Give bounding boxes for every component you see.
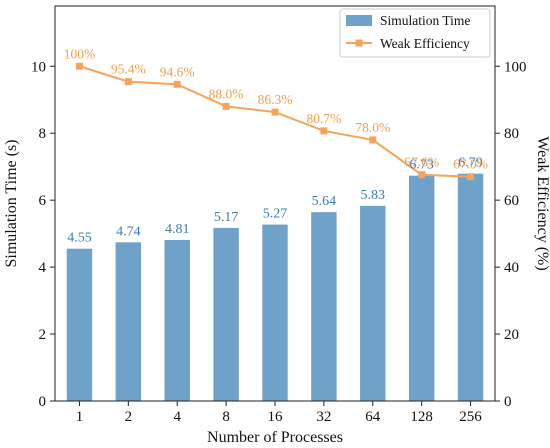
bar-64 [360, 205, 386, 401]
bar-1 [66, 248, 93, 401]
data-labels-layer: 4.55 4.74 4.81 5.17 5.27 5.64 5.83 6.73 6.79 100%… [64, 46, 488, 245]
bar-4 [164, 239, 190, 401]
x-axis-title: Number of Processes [207, 429, 343, 446]
efficiency-value-label-16: 86.3% [258, 92, 293, 107]
bar-128 [408, 175, 435, 401]
bar-value-label-32: 5.64 [312, 194, 337, 209]
y-tick-label-right-80: 80 [504, 126, 519, 142]
efficiency-value-label-8: 88.0% [209, 86, 244, 101]
efficiency-value-label-32: 80.7% [306, 111, 341, 126]
y-tick-label-right-40: 40 [504, 260, 519, 276]
bar-value-label-128: 6.73 [409, 158, 434, 173]
efficiency-marker-2 [124, 78, 132, 86]
bar-value-label-4: 4.81 [165, 222, 190, 237]
legend: Simulation Time Weak Efficiency [339, 8, 491, 58]
legend-box [339, 8, 491, 58]
y-tick-label-left-10: 10 [31, 59, 46, 75]
y-tick-label-right-100: 100 [504, 59, 527, 75]
x-tick-label-1: 1 [76, 409, 84, 425]
legend-label-weak-efficiency: Weak Efficiency [380, 36, 470, 51]
efficiency-value-label-4: 94.6% [160, 64, 195, 79]
bar-value-label-16: 5.27 [263, 207, 288, 222]
bar-value-label-64: 5.83 [361, 188, 386, 203]
bar-8 [213, 227, 239, 401]
y-tick-label-left-2: 2 [39, 327, 47, 343]
bars-layer [66, 173, 484, 401]
y-axis-title-right: Weak Efficiency (%) [534, 136, 550, 270]
x-tick-label-4: 4 [173, 409, 181, 425]
x-tick-label-128: 128 [410, 409, 433, 425]
y-tick-label-left-6: 6 [39, 193, 47, 209]
efficiency-marker-256 [467, 173, 475, 181]
x-tick-label-64: 64 [365, 409, 381, 425]
y-tick-label-right-60: 60 [504, 193, 519, 209]
bar-32 [311, 212, 337, 401]
bar-value-label-8: 5.17 [214, 210, 239, 225]
y-tick-label-left-0: 0 [39, 394, 47, 410]
y-tick-label-left-4: 4 [39, 260, 47, 276]
efficiency-marker-1 [75, 62, 83, 70]
efficiency-marker-32 [320, 127, 328, 135]
efficiency-marker-64 [369, 136, 377, 144]
bar-16 [262, 224, 288, 401]
y-tick-label-right-20: 20 [504, 327, 519, 343]
bar-value-label-256: 6.79 [458, 156, 483, 171]
bar-2 [115, 242, 142, 401]
efficiency-value-label-2: 95.4% [111, 62, 146, 77]
legend-label-simulation-time: Simulation Time [380, 13, 470, 28]
x-tick-label-8: 8 [222, 409, 230, 425]
efficiency-marker-4 [173, 80, 181, 88]
efficiency-marker-128 [418, 171, 426, 179]
efficiency-value-label-64: 78.0% [355, 120, 390, 135]
bar-value-label-1: 4.55 [67, 231, 92, 246]
efficiency-line-layer [75, 62, 475, 181]
efficiency-marker-16 [271, 108, 279, 116]
legend-swatch-simulation-time [346, 15, 372, 26]
bar-value-label-2: 4.74 [116, 224, 141, 239]
x-tick-label-256: 256 [459, 409, 482, 425]
y-tick-label-left-8: 8 [39, 126, 47, 142]
x-tick-label-2: 2 [125, 409, 133, 425]
efficiency-value-label-128: 67.6% [404, 155, 439, 170]
x-tick-label-32: 32 [316, 409, 331, 425]
efficiency-marker-8 [222, 102, 230, 110]
efficiency-value-label-1: 100% [64, 46, 96, 61]
y-tick-label-right-0: 0 [504, 394, 512, 410]
x-tick-label-16: 16 [268, 409, 284, 425]
efficiency-value-label-256: 67.0% [453, 157, 488, 172]
y-axis-title-left: Simulation Time (s) [3, 139, 20, 267]
bar-256 [457, 173, 484, 401]
legend-swatch-weak-efficiency-marker [355, 39, 363, 47]
